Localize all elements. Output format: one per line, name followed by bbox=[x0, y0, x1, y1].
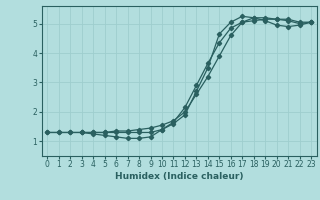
X-axis label: Humidex (Indice chaleur): Humidex (Indice chaleur) bbox=[115, 172, 244, 181]
